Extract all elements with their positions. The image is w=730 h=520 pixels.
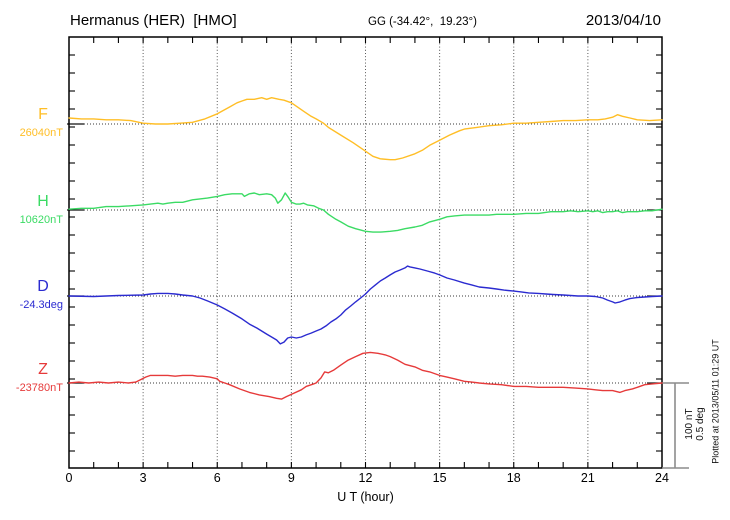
x-axis-title: U T (hour) [337, 490, 394, 504]
trace-letter-z: Z [38, 361, 48, 378]
trace-letter-d: D [37, 278, 49, 295]
plot-date: 2013/04/10 [585, 12, 661, 29]
x-tick-label: 18 [506, 471, 521, 485]
x-tick-label: 15 [432, 471, 447, 485]
x-tick-label: 9 [287, 471, 295, 485]
x-tick-label: 21 [580, 471, 595, 485]
plotted-at-timestamp: Plotted at 2013/05/11 01:29 UT [710, 339, 721, 464]
x-tick-label: 6 [213, 471, 221, 485]
x-axis-tick-labels: 0 3 6 9 12 15 18 21 24 [0, 471, 730, 487]
x-tick-label: 24 [655, 471, 669, 485]
scale-bar-nt-label: 100 nT [684, 408, 695, 440]
scale-bar-labels: 100 nT 0.5 deg [684, 403, 706, 445]
trace-Z [68, 351, 663, 400]
trace-baseline-d: -24.3deg [19, 299, 63, 311]
x-tick-label: 0 [65, 471, 73, 485]
trace-F [68, 96, 663, 161]
trace-letter-f: F [38, 106, 48, 123]
trace-D [68, 265, 663, 345]
trace-baseline-z: -23780nT [15, 382, 63, 394]
scale-bar-deg-label: 0.5 deg [695, 407, 706, 441]
trace-baseline-f: 26040nT [19, 127, 63, 139]
x-tick-label: 12 [358, 471, 373, 485]
geographic-coordinates: GG (-34.42°, 19.23°) [368, 16, 477, 28]
x-tick-label: 3 [139, 471, 147, 485]
trace-letter-h: H [37, 193, 49, 210]
trace-baseline-h: 10620nT [19, 214, 63, 226]
station-title: Hermanus (HER) [HMO] [70, 12, 237, 29]
trace-H [68, 192, 663, 233]
